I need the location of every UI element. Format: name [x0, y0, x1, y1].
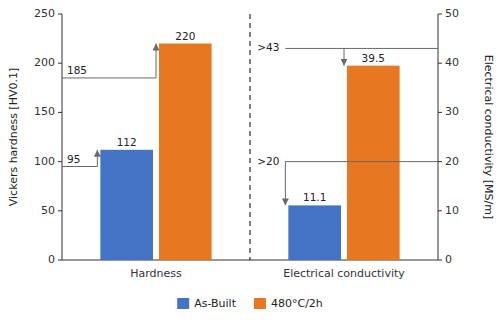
y2-tick-label: 40 [445, 56, 459, 69]
reference-label: >20 [257, 155, 279, 167]
y2-tick-label: 30 [445, 105, 459, 118]
y-tick [58, 112, 62, 113]
reference-arrow [285, 162, 286, 206]
chart: 0 50 100 150 200 250 0 10 20 30 40 50 Vickers hardne… [0, 0, 500, 322]
reference-arrow [344, 48, 345, 65]
y2-tick-label: 10 [445, 204, 459, 217]
x-tick-label: Electrical conductivity [283, 267, 405, 280]
data-label: 39.5 [362, 52, 385, 64]
y2-axis-line [438, 14, 439, 260]
y2-axis-title: Electrical conductivity [MS/m] [482, 55, 495, 220]
y2-tick [438, 112, 442, 113]
y-tick [58, 260, 62, 261]
reference-arrow [97, 150, 98, 167]
legend-label: 480°C/2h [271, 297, 323, 310]
y2-tick [438, 210, 442, 211]
legend: As-Built 480°C/2h [177, 297, 323, 310]
reference-line [285, 48, 438, 49]
y-tick-label: 100 [34, 155, 55, 168]
legend-label: As-Built [194, 297, 236, 310]
data-labels: 112 220 11.1 39.5 [117, 30, 385, 204]
reference-line [62, 77, 156, 78]
y-tick [58, 210, 62, 211]
reference-line [62, 166, 97, 167]
y-tick [58, 14, 62, 15]
y-tick-label: 200 [34, 56, 55, 69]
bar [347, 66, 400, 260]
y2-tick-label: 50 [445, 7, 459, 20]
x-tick-label: Hardness [130, 267, 182, 280]
group-divider [250, 14, 251, 260]
y-tick [58, 63, 62, 64]
reference-annotations: 95 185 >20 >43 [62, 41, 438, 205]
reference-label: >43 [257, 41, 279, 53]
bar [159, 44, 212, 260]
reference-label: 95 [67, 153, 80, 165]
reference-label: 185 [67, 64, 87, 76]
data-label: 112 [117, 136, 137, 148]
y-axis-title: Vickers hardness [HV0.1] [7, 68, 20, 206]
y2-tick [438, 63, 442, 64]
legend-swatch [254, 298, 266, 309]
y-tick-label: 50 [41, 204, 55, 217]
y2-tick-label: 20 [445, 155, 459, 168]
y-tick-label: 0 [48, 253, 55, 266]
bar [288, 205, 341, 260]
y-axis-line [62, 14, 63, 260]
y2-tick [438, 260, 442, 261]
y2-tick [438, 14, 442, 15]
legend-swatch [177, 298, 189, 309]
y-tick-label: 150 [34, 105, 55, 118]
reference-arrow [156, 44, 157, 78]
y2-tick [438, 161, 442, 162]
y2-tick-label: 0 [445, 253, 452, 266]
y-tick [58, 161, 62, 162]
bar [100, 150, 153, 260]
reference-line [285, 161, 438, 162]
bars [100, 44, 399, 260]
data-label: 11.1 [303, 191, 326, 203]
data-label: 220 [175, 30, 195, 42]
y-tick-label: 250 [34, 7, 55, 20]
